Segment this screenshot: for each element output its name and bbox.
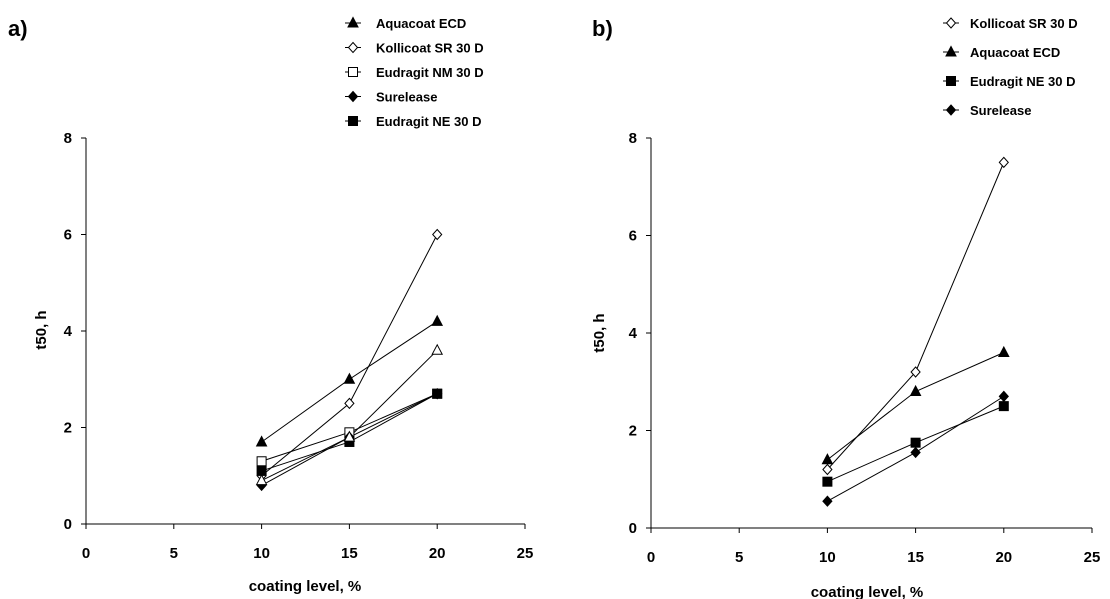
- data-point: [821, 453, 834, 465]
- x-tick-label: 10: [819, 549, 836, 566]
- y-tick-label: 6: [629, 228, 637, 245]
- x-tick-label: 5: [735, 549, 743, 566]
- legend-label: Eudragit NE 30 D: [376, 114, 481, 129]
- y-axis-title: t50, h: [591, 313, 608, 352]
- y-tick-label: 8: [64, 130, 72, 147]
- series-line: [261, 349, 438, 482]
- data-point: [343, 372, 356, 384]
- data-point: [998, 401, 1009, 412]
- x-tick-label: 0: [82, 545, 90, 562]
- legend-marker: [945, 17, 957, 29]
- legend-marker: [945, 45, 957, 57]
- data-point: [822, 463, 833, 476]
- x-tick-label: 0: [647, 549, 655, 566]
- legend-label: Surelease: [376, 90, 437, 105]
- legend-marker: [347, 16, 359, 28]
- legend-marker: [946, 76, 956, 86]
- data-point: [998, 156, 1009, 169]
- data-point: [431, 314, 444, 326]
- series-line: [827, 162, 1005, 470]
- legend-marker: [347, 90, 359, 103]
- x-tick-label: 5: [170, 545, 178, 562]
- x-axis-title: coating level, %: [249, 578, 362, 595]
- data-point: [822, 476, 833, 487]
- y-tick-label: 4: [64, 323, 73, 340]
- data-point: [343, 430, 356, 442]
- legend-marker: [945, 104, 957, 116]
- legend-label: Eudragit NE 30 D: [970, 74, 1075, 89]
- data-point: [344, 397, 355, 410]
- data-point: [256, 456, 267, 467]
- legend-marker: [348, 67, 358, 77]
- y-tick-label: 2: [64, 420, 72, 437]
- panel-label: b): [592, 16, 613, 41]
- legend-label: Surelease: [970, 103, 1031, 118]
- x-tick-label: 25: [1084, 549, 1101, 566]
- y-tick-label: 6: [64, 227, 72, 244]
- data-point: [255, 435, 268, 447]
- plot-area: 0 2 4 6 8 0 5 10 15 20 25: [629, 130, 1101, 566]
- panel-label: a): [8, 16, 28, 41]
- x-axis-title: coating level, %: [811, 584, 924, 599]
- data-point: [998, 390, 1009, 403]
- legend: Kollicoat SR 30 D Aquacoat ECD Eudragit NE…: [943, 16, 1078, 118]
- x-tick-label: 20: [429, 545, 446, 562]
- y-axis-title: t50, h: [33, 310, 50, 349]
- legend-label: Aquacoat ECD: [376, 16, 466, 31]
- data-point: [910, 446, 921, 459]
- y-tick-label: 0: [629, 520, 637, 537]
- panel-b: b) 0 2 4 6 8 0 5 10 15 20 25 coating level, % t50,…: [591, 16, 1100, 599]
- legend-marker: [348, 116, 358, 126]
- x-tick-label: 20: [995, 549, 1012, 566]
- data-point: [432, 228, 443, 241]
- y-tick-label: 0: [64, 516, 72, 533]
- data-point: [910, 437, 921, 448]
- panel-a: a) 0 2 4 6 8 0 5 10 15 20 25 coating level, % t50,…: [8, 16, 533, 595]
- legend-label: Kollicoat SR 30 D: [970, 16, 1078, 31]
- data-point: [997, 345, 1010, 357]
- y-tick-label: 2: [629, 423, 637, 440]
- x-tick-label: 15: [907, 549, 924, 566]
- legend-marker: [347, 41, 359, 54]
- data-point: [910, 366, 921, 378]
- x-tick-label: 25: [517, 545, 534, 562]
- legend-label: Aquacoat ECD: [970, 45, 1060, 60]
- data-point: [431, 343, 444, 355]
- legend: Aquacoat ECD Kollicoat SR 30 D Eudragit NM…: [345, 16, 484, 129]
- data-point: [909, 384, 922, 396]
- data-point: [432, 388, 443, 399]
- legend-label: Kollicoat SR 30 D: [376, 41, 484, 56]
- x-tick-label: 15: [341, 545, 358, 562]
- data-point: [822, 495, 833, 507]
- y-tick-label: 8: [629, 130, 637, 147]
- data-point: [255, 474, 268, 486]
- legend-label: Eudragit NM 30 D: [376, 65, 484, 80]
- x-tick-label: 10: [253, 545, 270, 562]
- plot-area: 0 2 4 6 8 0 5 10 15 20 25: [64, 130, 534, 562]
- y-tick-label: 4: [629, 325, 638, 342]
